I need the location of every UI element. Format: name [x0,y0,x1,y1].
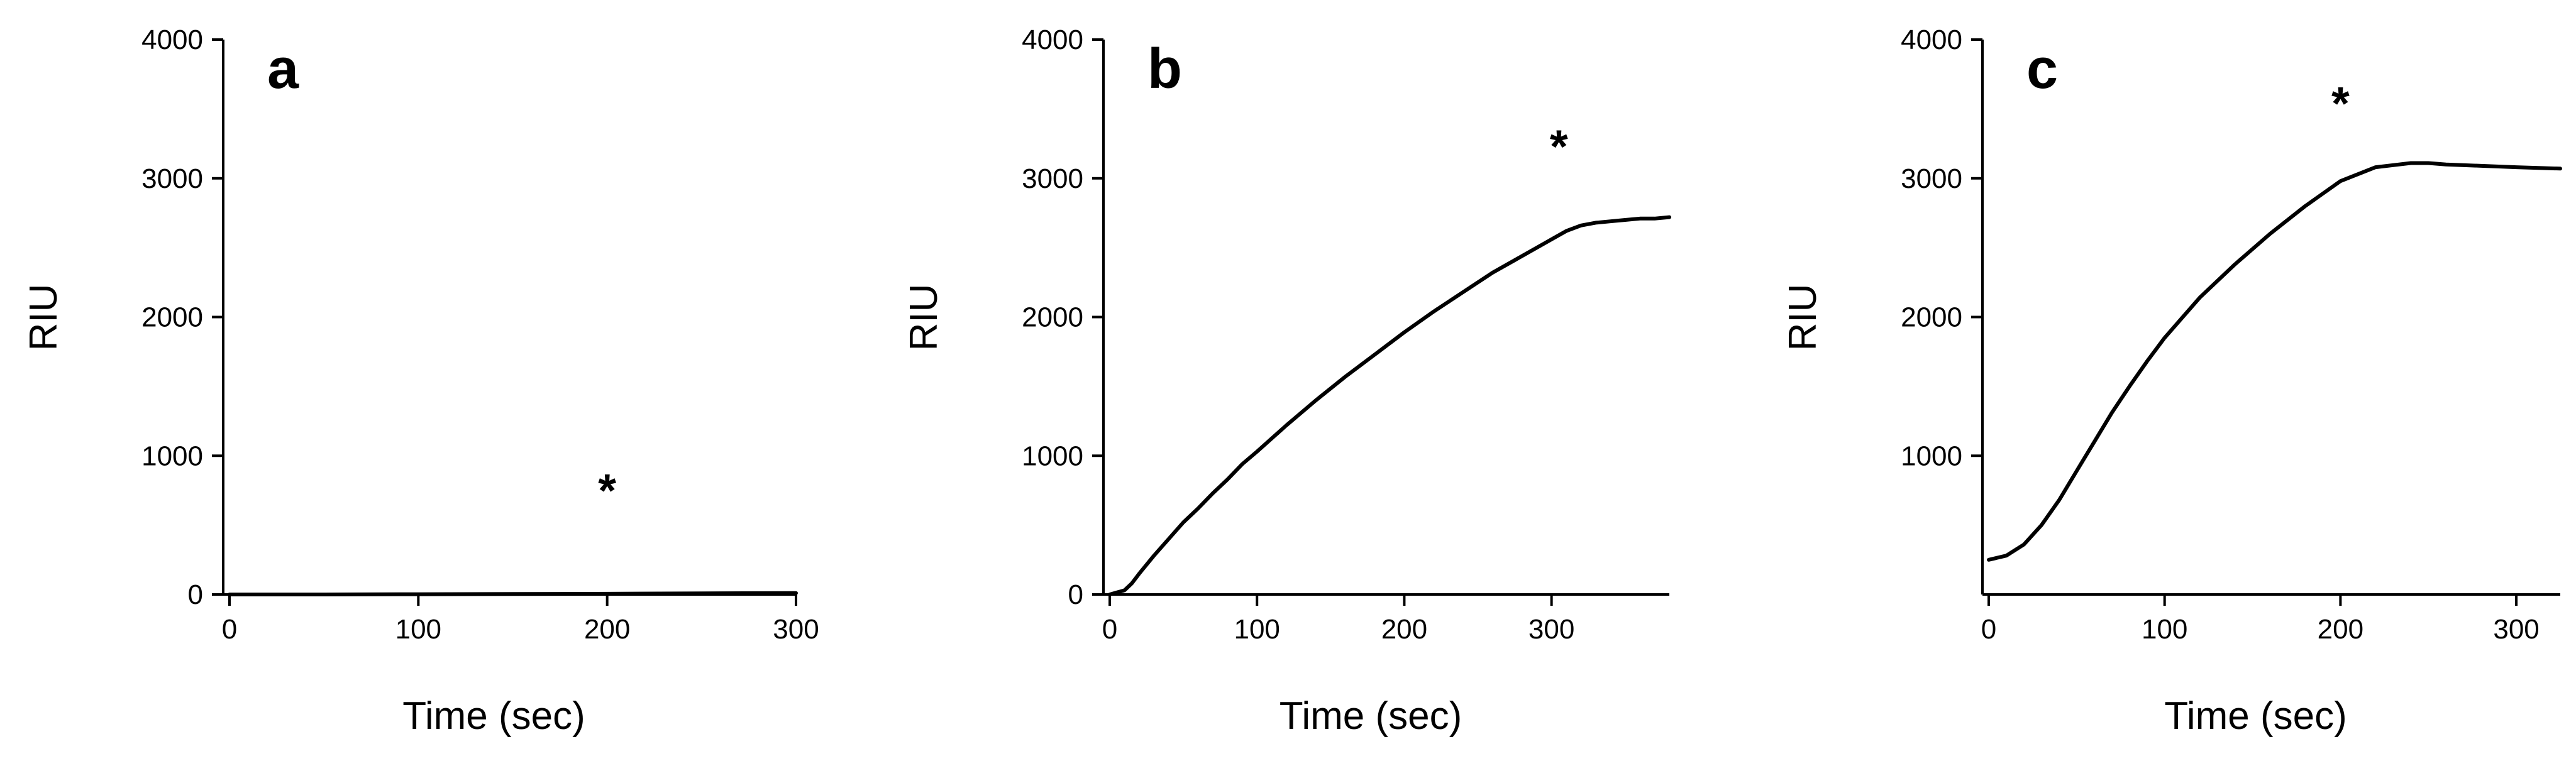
y-tick-label: 3000 [1022,163,1083,194]
x-tick-label: 100 [395,614,441,645]
series-line [1108,215,1671,596]
panel-letter: a [267,38,299,101]
series-line [228,591,798,596]
panel-letter: b [1147,38,1182,101]
x-tick-label: 0 [1981,614,1996,645]
x-tick-label: 100 [2142,614,2187,645]
panel-letter: c [2026,38,2058,101]
y-tick-label: 4000 [1901,25,1962,55]
y-tick-label: 2000 [141,302,203,333]
x-axis-title: Time (sec) [1280,694,1462,738]
panel-a: 0 1000 2000 3000 4000 0 100 200 300 Time (sec) RIU… [22,25,819,738]
annotation-asterisk: * [598,464,616,517]
x-tick-label: 0 [222,614,237,645]
x-tick-label: 200 [1381,614,1427,645]
y-tick-label: 2000 [1901,302,1962,333]
x-tick-label: 0 [1102,614,1117,645]
x-tick-label: 200 [584,614,630,645]
annotation-asterisk: * [2331,77,2350,129]
y-axis-title: RIU [22,284,65,351]
y-tick-label: 4000 [1022,25,1083,55]
y-tick-label: 1000 [1901,441,1962,471]
x-tick-label: 200 [2318,614,2363,645]
y-tick-label: 3000 [141,163,203,194]
x-axis-title: Time (sec) [2164,694,2347,738]
x-tick-label: 300 [2493,614,2539,645]
y-tick-label: 0 [188,579,203,610]
panel-c: 1000 2000 3000 4000 0 100 200 300 Time (sec) RIU c… [1781,25,2562,738]
y-tick-label: 0 [1068,579,1083,610]
y-axis-title: RIU [902,284,946,351]
x-tick-label: 300 [1528,614,1574,645]
y-tick-label: 2000 [1022,302,1083,333]
y-tick-label: 3000 [1901,163,1962,194]
x-axis-title: Time (sec) [402,694,585,738]
x-tick-label: 300 [773,614,819,645]
x-tick-label: 100 [1234,614,1280,645]
y-tick-label: 1000 [141,441,203,471]
y-tick-label: 4000 [141,25,203,55]
panel-b: 0 1000 2000 3000 4000 0 100 200 300 Time (sec) RIU… [902,25,1671,738]
y-axis-title: RIU [1781,284,1825,351]
annotation-asterisk: * [1550,121,1568,173]
series-line [1987,161,2562,562]
y-tick-label: 1000 [1022,441,1083,471]
